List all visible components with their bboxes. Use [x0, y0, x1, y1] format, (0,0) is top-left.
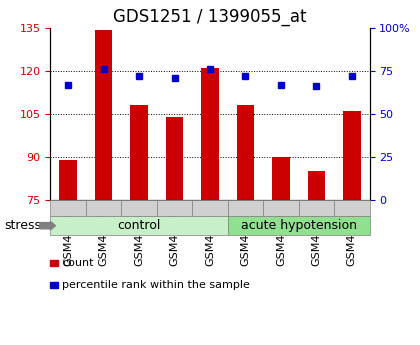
Title: GDS1251 / 1399055_at: GDS1251 / 1399055_at — [113, 8, 307, 26]
Text: stress: stress — [4, 219, 41, 232]
Bar — [59, 160, 77, 200]
Text: percentile rank within the sample: percentile rank within the sample — [62, 280, 250, 290]
Bar — [130, 105, 148, 200]
Text: count: count — [62, 258, 94, 268]
Text: control: control — [117, 219, 161, 232]
Bar — [236, 105, 255, 200]
Bar — [307, 171, 325, 200]
Bar — [343, 111, 361, 200]
Bar — [272, 157, 290, 200]
Bar — [201, 68, 219, 200]
Text: acute hypotension: acute hypotension — [241, 219, 357, 232]
Bar — [95, 30, 113, 200]
Bar — [165, 117, 184, 200]
